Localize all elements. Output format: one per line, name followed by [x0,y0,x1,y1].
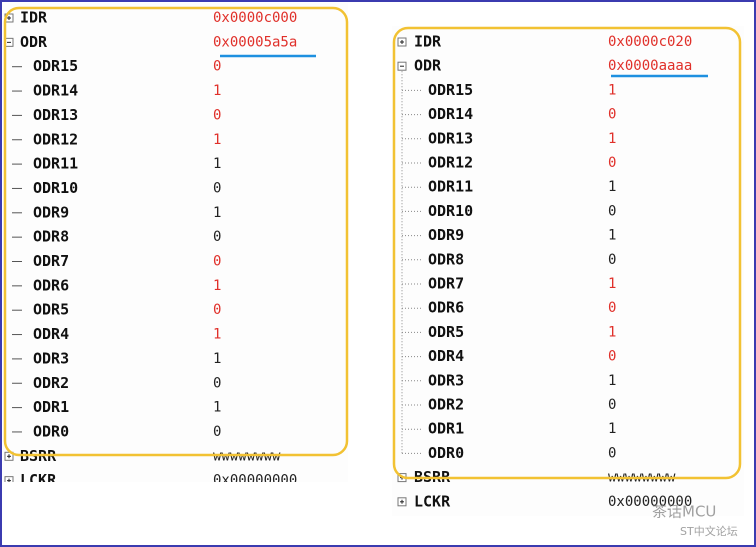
field-value: 1 [608,373,616,389]
field-value: 0 [608,203,616,219]
field-value: 0 [213,424,221,440]
field-name: ODR2 [33,374,69,392]
field-value: 1 [608,228,616,244]
field-name: ODR15 [33,57,78,75]
right-panel [392,26,744,516]
field-value: 0 [608,252,616,268]
register-value: 0x0000c020 [608,34,692,50]
register-name: LCKR [414,492,451,510]
field-name: ODR12 [33,130,78,148]
register-name: LCKR [20,471,57,489]
field-value: 0 [608,445,616,461]
field-value: 1 [213,278,221,294]
highlight-box [3,6,349,457]
field-value: 0 [608,397,616,413]
field-name: ODR12 [428,154,473,172]
field-value: 1 [608,82,616,98]
field-name: ODR7 [428,275,464,293]
field-name: ODR9 [33,203,69,221]
register-value: 0x00005a5a [213,34,297,50]
field-name: ODR3 [33,349,69,367]
field-value: 0 [213,229,221,245]
field-value: 0 [213,254,221,270]
field-value: 0 [213,107,221,123]
register-name: ODR [20,33,48,51]
field-name: ODR1 [33,398,69,416]
register-value: 0x00000000 [213,473,297,489]
field-value: 1 [608,179,616,195]
field-name: ODR0 [33,422,69,440]
field-name: ODR10 [428,202,473,220]
left-panel [3,3,348,482]
field-value: 1 [608,324,616,340]
left-register-list: IDR 0x0000c000 ODR 0x00005a5a ODR15 0 ODR14 1 OD… [4,9,297,489]
field-name: ODR5 [33,301,69,319]
field-name: ODR1 [428,420,464,438]
field-name: ODR4 [33,325,69,343]
highlight-box [392,26,742,480]
field-value: 1 [213,156,221,172]
field-name: ODR14 [33,82,78,100]
field-value: 1 [213,400,221,416]
field-name: ODR6 [33,276,69,294]
field-name: ODR13 [428,129,473,147]
field-name: ODR8 [428,250,464,268]
register-name: IDR [20,9,48,27]
field-value: 1 [213,83,221,99]
field-name: ODR5 [428,323,464,341]
field-value: 1 [608,276,616,292]
field-value: 1 [213,132,221,148]
field-name: ODR9 [428,226,464,244]
field-value: 1 [608,131,616,147]
field-name: ODR7 [33,252,69,270]
field-name: ODR4 [428,347,464,365]
field-value: 0 [608,107,616,123]
field-name: ODR8 [33,228,69,246]
field-value: 0 [608,349,616,365]
field-value: 1 [608,421,616,437]
register-name: ODR [414,57,442,75]
field-value: 1 [213,351,221,367]
watermark-brand: 茶话MCU [652,503,716,521]
field-value: 0 [213,375,221,391]
field-value: 0 [213,302,221,318]
register-value: 0x0000c000 [213,10,297,26]
field-value: 0 [608,300,616,316]
field-value: 0 [213,59,221,75]
field-name: ODR15 [428,81,473,99]
watermark-forum: ST中文论坛 [680,524,738,538]
field-name: ODR2 [428,396,464,414]
register-value: 0x00000000 [608,494,692,510]
field-name: ODR6 [428,299,464,317]
register-value: 0x0000aaaa [608,58,692,74]
field-name: ODR14 [428,105,473,123]
field-name: ODR0 [428,444,464,462]
field-name: ODR11 [33,155,78,173]
field-name: ODR11 [428,178,473,196]
field-name: ODR13 [33,106,78,124]
field-name: ODR3 [428,371,464,389]
field-value: 0 [213,180,221,196]
field-name: ODR10 [33,179,78,197]
register-name: IDR [414,33,442,51]
field-value: 1 [213,205,221,221]
field-value: 1 [213,327,221,343]
register-value: wwwwwwww [213,448,281,464]
field-value: 0 [608,155,616,171]
